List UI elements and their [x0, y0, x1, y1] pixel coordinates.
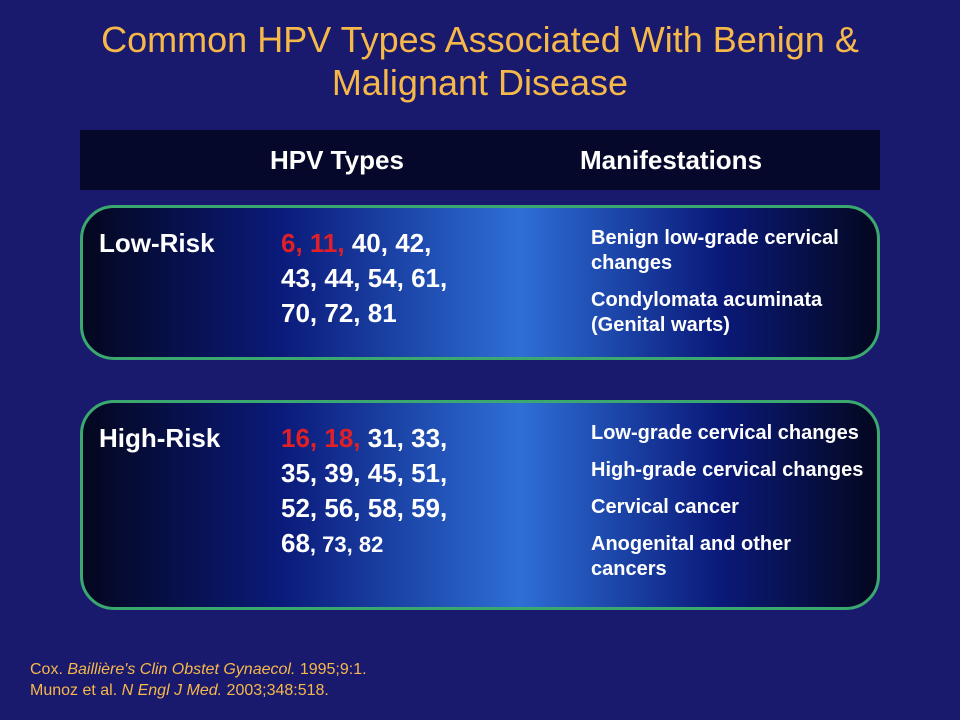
manifestation-item: Anogenital and other cancers [591, 532, 867, 582]
manifestation-item: Benign low-grade cervical changes [591, 226, 867, 276]
slide-title: Common HPV Types Associated With Benign … [0, 0, 960, 114]
high-risk-emphasis: 16, 18, [281, 423, 361, 453]
manifestation-item: Cervical cancer [591, 495, 867, 520]
high-risk-types: 16, 18, 31, 33, 35, 39, 45, 51, 52, 56, … [281, 417, 591, 561]
low-risk-label: Low-Risk [91, 222, 281, 259]
low-risk-box: Low-Risk 6, 11, 40, 42, 43, 44, 54, 61, … [80, 205, 880, 360]
low-risk-manifestations: Benign low-grade cervical changes Condyl… [591, 222, 867, 350]
low-risk-emphasis: 6, 11, [281, 228, 345, 258]
low-risk-types: 6, 11, 40, 42, 43, 44, 54, 61, 70, 72, 8… [281, 222, 591, 331]
high-risk-label: High-Risk [91, 417, 281, 454]
manifestation-item: Condylomata acuminata (Genital warts) [591, 288, 867, 338]
high-risk-manifestations: Low-grade cervical changes High-grade ce… [591, 417, 867, 594]
manifestation-item: High-grade cervical changes [591, 458, 867, 483]
citation-block: Cox. Baillière's Clin Obstet Gynaecol. 1… [30, 660, 367, 702]
manifestation-item: Low-grade cervical changes [591, 421, 867, 446]
citation-line: Cox. Baillière's Clin Obstet Gynaecol. 1… [30, 660, 367, 681]
table-header-row: HPV Types Manifestations [80, 130, 880, 190]
high-risk-box: High-Risk 16, 18, 31, 33, 35, 39, 45, 51… [80, 400, 880, 610]
citation-line: Munoz et al. N Engl J Med. 2003;348:518. [30, 681, 367, 702]
header-manifestations: Manifestations [580, 145, 880, 176]
header-types: HPV Types [270, 145, 580, 176]
